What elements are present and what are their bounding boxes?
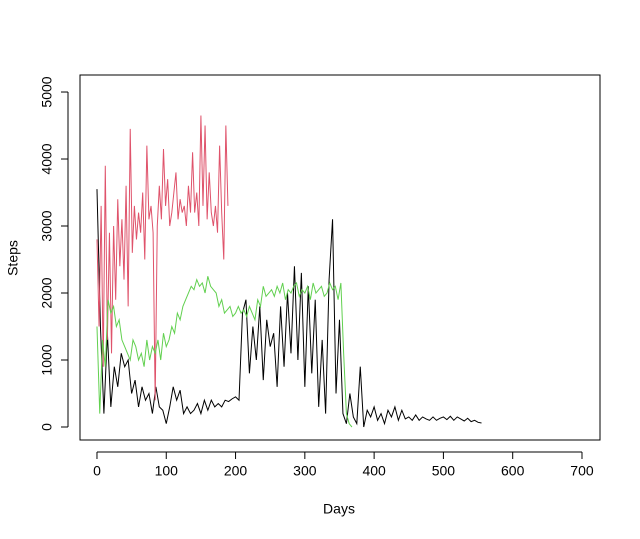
x-axis-title: Days <box>323 501 355 517</box>
x-tick-label: 0 <box>93 463 101 479</box>
y-tick-label: 3000 <box>39 210 55 241</box>
y-tick-label: 4000 <box>39 143 55 174</box>
y-tick-label: 0 <box>39 423 55 431</box>
y-tick-label: 2000 <box>39 277 55 308</box>
x-tick-label: 700 <box>570 463 594 479</box>
y-axis-title: Steps <box>5 240 21 276</box>
data-line <box>96 189 482 428</box>
x-tick-label: 100 <box>155 463 179 479</box>
x-tick-label: 200 <box>224 463 248 479</box>
plot-frame <box>79 74 601 441</box>
data-line <box>96 115 229 401</box>
x-tick-label: 400 <box>362 463 386 479</box>
y-tick-label: 1000 <box>39 344 55 375</box>
x-tick-label: 300 <box>293 463 317 479</box>
data-line <box>96 276 353 428</box>
x-tick-label: 600 <box>501 463 525 479</box>
y-tick-label: 5000 <box>39 76 55 107</box>
x-tick-label: 500 <box>432 463 456 479</box>
